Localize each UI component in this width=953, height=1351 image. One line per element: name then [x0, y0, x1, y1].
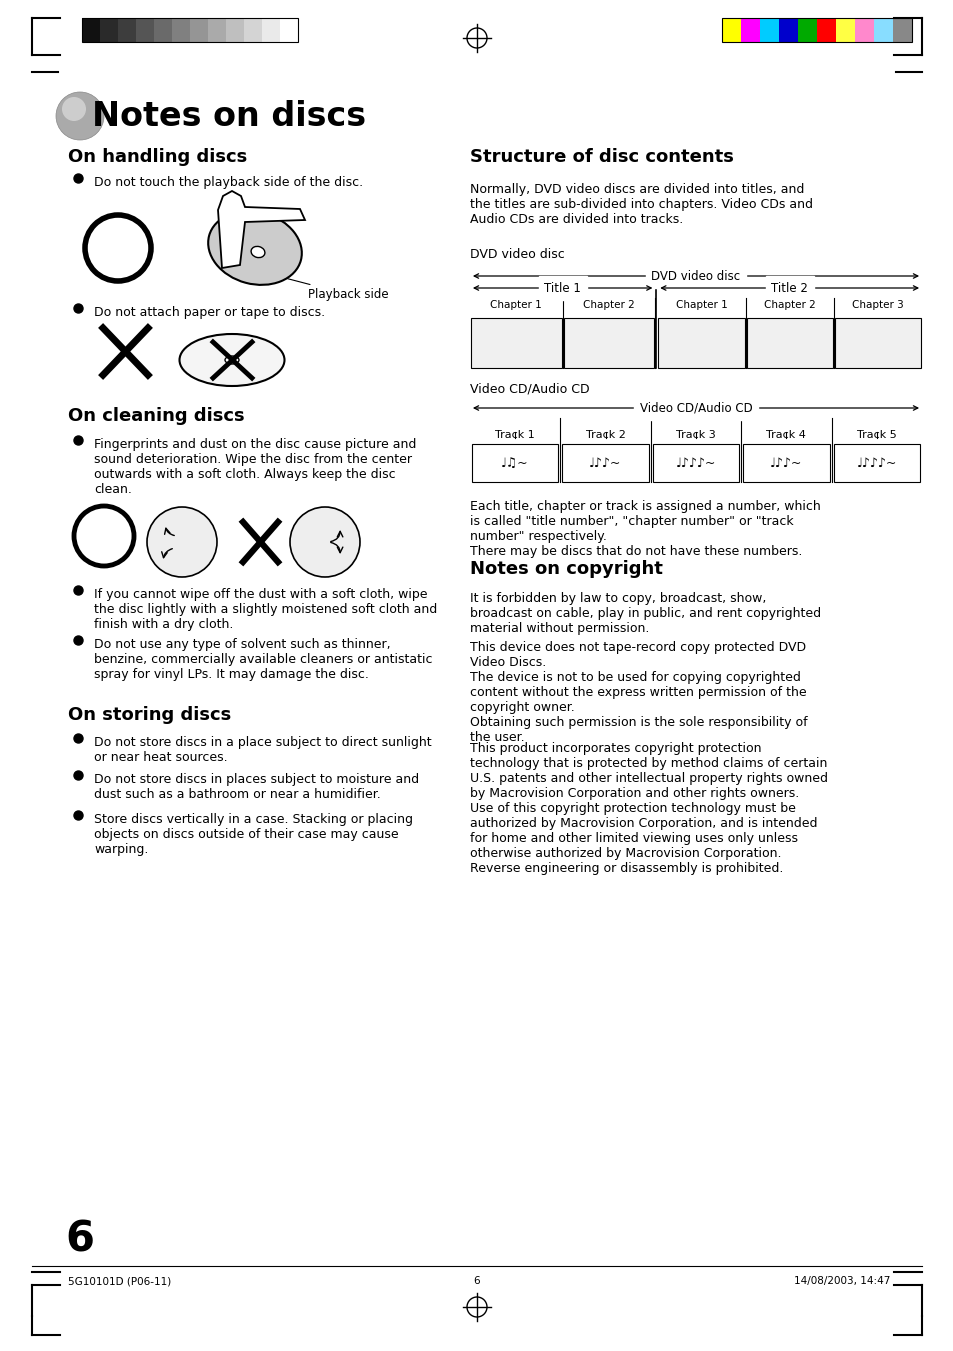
Bar [740, 18, 760, 42]
Text: Track 1: Track 1 [495, 430, 535, 440]
Bar [136, 18, 153, 42]
Text: Track 5: Track 5 [856, 430, 896, 440]
Bar [746, 317, 832, 367]
Text: 14/08/2003, 14:47: 14/08/2003, 14:47 [793, 1275, 889, 1286]
Ellipse shape [225, 357, 239, 363]
Text: DVD video disc: DVD video disc [470, 249, 564, 261]
Text: 5G10101D (P06-11): 5G10101D (P06-11) [68, 1275, 172, 1286]
Text: On storing discs: On storing discs [68, 707, 231, 724]
Text: 6: 6 [474, 1275, 479, 1286]
Text: Chapter 2: Chapter 2 [582, 300, 634, 309]
Text: Do not use any type of solvent such as thinner,
benzine, commercially available : Do not use any type of solvent such as t… [94, 638, 432, 681]
Bar [854, 18, 873, 42]
Bar [226, 18, 244, 42]
Text: ♩♪♪~: ♩♪♪~ [769, 457, 801, 470]
Text: Structure of disc contents: Structure of disc contents [470, 149, 733, 166]
Bar [190, 18, 208, 42]
Bar [153, 18, 172, 42]
Bar [835, 18, 854, 42]
Text: Video CD/Audio CD: Video CD/Audio CD [639, 401, 752, 415]
Bar [118, 18, 136, 42]
Bar [172, 18, 190, 42]
Bar [471, 317, 561, 367]
Bar [721, 18, 740, 42]
Bar [873, 18, 892, 42]
Text: Title 1: Title 1 [543, 281, 580, 295]
Text: Do not store discs in places subject to moisture and
dust such as a bathroom or : Do not store discs in places subject to … [94, 773, 418, 801]
Text: Do not store discs in a place subject to direct sunlight
or near heat sources.: Do not store discs in a place subject to… [94, 736, 431, 765]
Ellipse shape [179, 334, 284, 386]
Text: ♩♪♪~: ♩♪♪~ [589, 457, 621, 470]
Text: Fingerprints and dust on the disc cause picture and
sound deterioration. Wipe th: Fingerprints and dust on the disc cause … [94, 438, 416, 496]
Text: Video CD/Audio CD: Video CD/Audio CD [470, 382, 589, 396]
Bar [208, 18, 226, 42]
Bar [816, 18, 835, 42]
Bar [563, 317, 654, 367]
Text: This product incorporates copyright protection
technology that is protected by m: This product incorporates copyright prot… [470, 742, 827, 875]
Bar [100, 18, 118, 42]
Bar [244, 18, 262, 42]
Text: Normally, DVD video discs are divided into titles, and
the titles are sub-divide: Normally, DVD video discs are divided in… [470, 182, 812, 226]
Bar [262, 18, 280, 42]
Text: ♩♪♪♪~: ♩♪♪♪~ [856, 457, 896, 470]
Text: Do not attach paper or tape to discs.: Do not attach paper or tape to discs. [94, 305, 325, 319]
Ellipse shape [208, 211, 301, 285]
Circle shape [56, 92, 104, 141]
Ellipse shape [251, 246, 265, 258]
Bar [742, 444, 829, 482]
Text: Store discs vertically in a case. Stacking or placing
objects on discs outside o: Store discs vertically in a case. Stacki… [94, 813, 413, 857]
Text: 6: 6 [65, 1219, 94, 1260]
Bar [721, 18, 911, 42]
Text: Notes on copyright: Notes on copyright [470, 561, 662, 578]
Bar [280, 18, 297, 42]
Circle shape [62, 97, 86, 122]
Bar [652, 444, 739, 482]
Text: Track 2: Track 2 [585, 430, 625, 440]
Text: Do not touch the playback side of the disc.: Do not touch the playback side of the di… [94, 176, 363, 189]
Bar [82, 18, 297, 42]
Text: Chapter 3: Chapter 3 [851, 300, 902, 309]
Bar [892, 18, 911, 42]
Polygon shape [218, 190, 305, 267]
Text: Track 3: Track 3 [676, 430, 715, 440]
Bar [82, 18, 100, 42]
Text: Chapter 1: Chapter 1 [490, 300, 541, 309]
Text: Each title, chapter or track is assigned a number, which
is called "title number: Each title, chapter or track is assigned… [470, 500, 820, 558]
Bar [797, 18, 816, 42]
Text: On cleaning discs: On cleaning discs [68, 407, 244, 426]
Text: Chapter 2: Chapter 2 [763, 300, 815, 309]
Text: If you cannot wipe off the dust with a soft cloth, wipe
the disc lightly with a : If you cannot wipe off the dust with a s… [94, 588, 436, 631]
Text: On handling discs: On handling discs [68, 149, 247, 166]
Circle shape [290, 507, 359, 577]
Text: Playback side: Playback side [288, 278, 388, 301]
Bar [658, 317, 743, 367]
Text: ♩♫~: ♩♫~ [501, 457, 529, 470]
Bar [760, 18, 779, 42]
Text: This device does not tape-record copy protected DVD
Video Discs.
The device is n: This device does not tape-record copy pr… [470, 640, 807, 744]
Bar [562, 444, 648, 482]
Text: ♩♪♪♪~: ♩♪♪♪~ [675, 457, 716, 470]
Text: Track 4: Track 4 [765, 430, 805, 440]
Text: Title 2: Title 2 [770, 281, 807, 295]
Bar [834, 317, 920, 367]
Circle shape [147, 507, 216, 577]
Bar [472, 444, 558, 482]
Text: Chapter 1: Chapter 1 [675, 300, 726, 309]
Text: Notes on discs: Notes on discs [91, 100, 366, 132]
Text: It is forbidden by law to copy, broadcast, show,
broadcast on cable, play in pub: It is forbidden by law to copy, broadcas… [470, 592, 821, 635]
Text: DVD video disc: DVD video disc [651, 269, 740, 282]
Bar [779, 18, 797, 42]
Bar [833, 444, 919, 482]
